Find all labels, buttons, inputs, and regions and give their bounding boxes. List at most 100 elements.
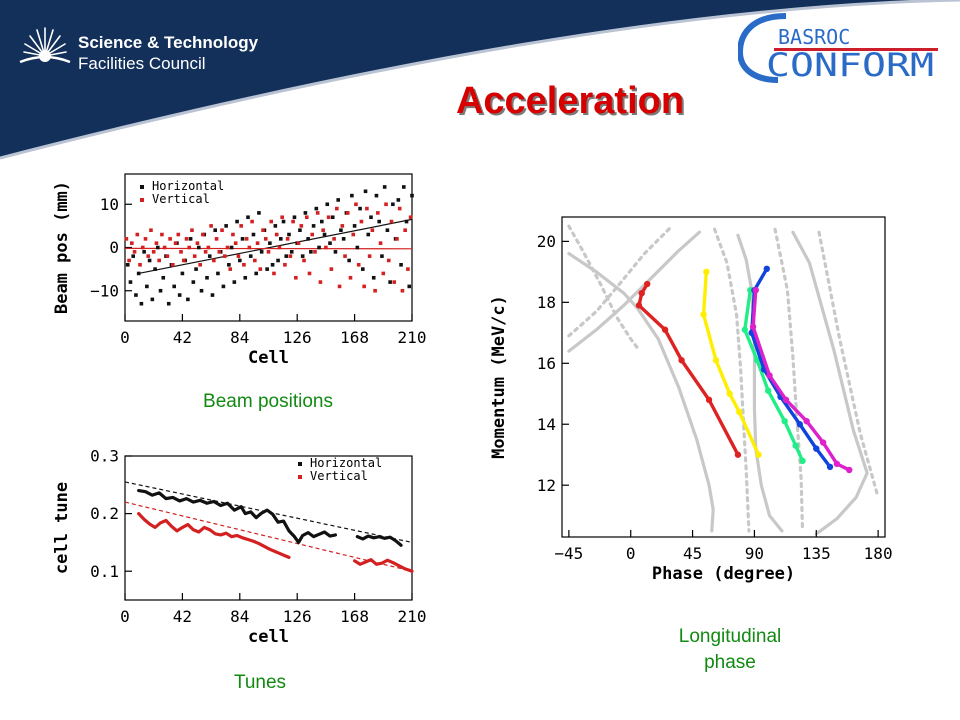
org-line2: Facilities Council: [78, 54, 206, 73]
data-point: [225, 245, 230, 250]
data-point: [239, 224, 243, 228]
data-point: [253, 258, 257, 263]
data-point: [322, 232, 327, 237]
data-point: [238, 258, 242, 263]
separatrix-curve-7: [773, 227, 805, 533]
data-point: [340, 224, 345, 228]
data-point: [792, 442, 799, 449]
data-point: [359, 219, 364, 224]
x-tick-label: 126: [283, 607, 312, 626]
data-point: [261, 228, 265, 233]
data-point: [188, 237, 193, 241]
data-point: [310, 232, 315, 237]
data-point: [321, 228, 325, 233]
data-point: [251, 232, 256, 237]
data-point: [277, 245, 282, 250]
data-point: [259, 250, 264, 254]
data-point: [846, 466, 853, 474]
data-point: [220, 228, 224, 233]
data-point: [391, 202, 395, 207]
data-point: [244, 237, 249, 241]
data-point: [207, 254, 212, 258]
stfc-sunburst-icon: [19, 27, 71, 64]
x-tick-label: 180: [864, 544, 893, 563]
data-point: [354, 202, 358, 207]
caption-longitudinal-line1: Longitudinal: [678, 626, 782, 647]
longitudinal-x-axis-label: Phase (degree): [652, 564, 795, 584]
data-point: [198, 262, 202, 267]
data-point: [796, 421, 803, 428]
data-point: [388, 280, 392, 284]
data-point: [165, 254, 170, 258]
data-point: [345, 211, 350, 215]
data-point: [139, 301, 144, 306]
data-point: [833, 460, 841, 468]
data-point: [644, 280, 651, 288]
data-point: [369, 215, 373, 220]
x-tick-label: 0: [626, 544, 636, 563]
data-point: [140, 245, 145, 250]
beam-axes: 0 42 84 126 168 210 10 0 −10 Cell Beam pos (mm): [52, 181, 426, 368]
data-point: [151, 250, 156, 254]
data-point: [134, 293, 138, 297]
data-point: [755, 451, 762, 458]
x-tick-label: 210: [398, 607, 427, 626]
fit-line: [138, 218, 413, 275]
data-point: [384, 202, 388, 207]
data-point: [361, 267, 365, 271]
x-tick-label: 42: [173, 607, 192, 626]
data-point: [302, 258, 306, 263]
legend-label: Vertical: [310, 469, 368, 483]
data-point: [304, 215, 309, 220]
data-point: [294, 275, 298, 280]
data-point: [270, 262, 275, 267]
series-line-2: [137, 511, 291, 559]
data-point: [399, 262, 403, 267]
data-point: [232, 280, 237, 284]
tunes-y-axis-label: cell tune: [52, 482, 72, 574]
data-point: [187, 245, 192, 250]
data-point: [136, 271, 141, 276]
data-point: [125, 262, 130, 267]
longitudinal-phase-chart: −45 0 45 90 135 180 20 18 16 14 12 Phase (degree) Mo…: [489, 216, 893, 584]
data-point: [205, 275, 209, 280]
x-tick-label: 0: [120, 607, 130, 626]
series-line-3: [353, 558, 414, 573]
longitudinal-background-curves: [567, 224, 880, 536]
data-point: [263, 237, 268, 241]
org-line1: Science & Technology: [78, 33, 259, 52]
data-point: [206, 245, 211, 250]
data-point: [184, 237, 189, 241]
data-point: [191, 280, 196, 284]
data-point: [298, 228, 302, 233]
data-point: [752, 286, 759, 294]
data-point: [161, 275, 166, 280]
data-point: [366, 232, 371, 237]
data-point: [273, 224, 278, 228]
y-tick-label: 0.1: [90, 562, 119, 581]
stfc-name: Science & Technology Facilities Council: [78, 32, 258, 74]
y-tick-label: −10: [90, 281, 119, 300]
separatrix-curve-8: [817, 230, 880, 499]
legend-label: Horizontal: [152, 179, 224, 193]
data-point: [313, 250, 317, 254]
data-point: [130, 241, 134, 245]
data-point: [367, 254, 372, 258]
y-tick-label: 0.3: [90, 447, 119, 466]
data-point: [177, 293, 182, 297]
data-point: [176, 232, 181, 237]
caption-longitudinal-phase: Longitudinal phase: [640, 624, 820, 676]
data-point: [240, 237, 245, 241]
y-tick-label: 14: [537, 415, 556, 434]
data-point: [363, 189, 368, 194]
data-point: [325, 202, 330, 207]
data-point: [348, 275, 353, 280]
legend-marker: [140, 185, 144, 189]
data-point: [397, 206, 402, 211]
data-point: [127, 258, 131, 263]
data-point: [266, 250, 271, 254]
data-point: [380, 254, 384, 258]
data-point: [763, 265, 770, 273]
data-point: [700, 311, 707, 318]
data-point: [154, 241, 159, 245]
